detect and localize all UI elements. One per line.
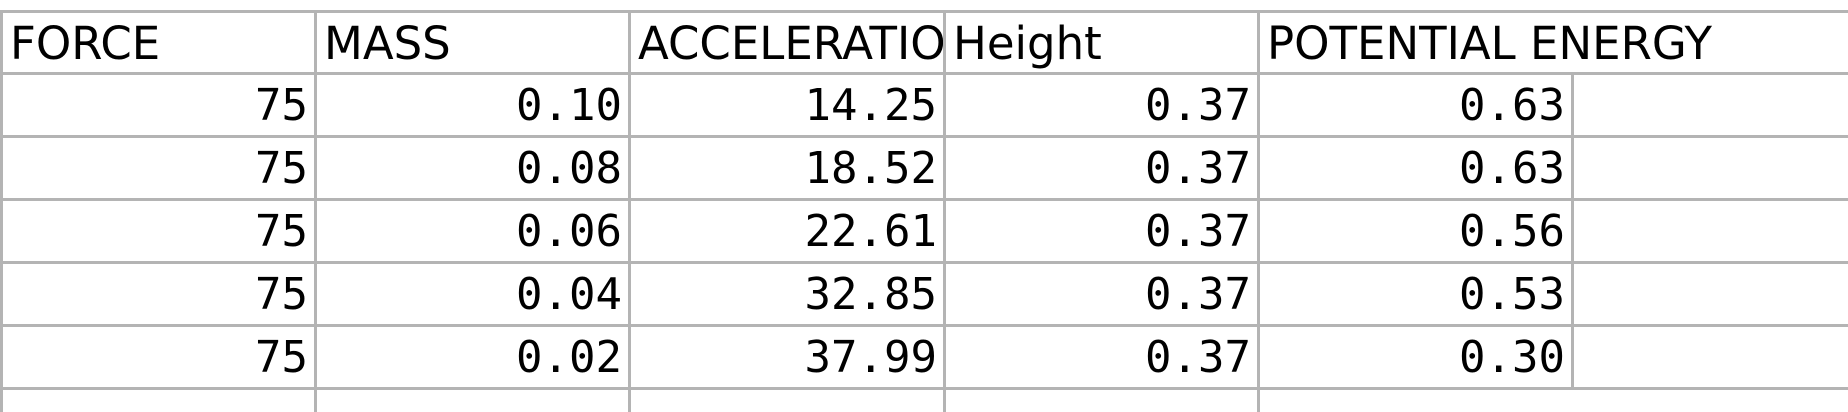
table-cell[interactable]: 0.08: [516, 143, 622, 194]
gridline: [0, 135, 1848, 138]
table-cell[interactable]: 0.56: [1459, 206, 1565, 257]
table-cell[interactable]: 0.02: [516, 332, 622, 383]
gridline: [314, 10, 317, 412]
gridline: [1571, 72, 1574, 390]
table-cell[interactable]: 0.37: [1145, 269, 1251, 320]
gridline: [628, 10, 631, 412]
table-cell[interactable]: 0.63: [1459, 80, 1565, 131]
gridline: [943, 10, 946, 412]
table-cell[interactable]: 0.53: [1459, 269, 1565, 320]
table-cell[interactable]: 18.52: [804, 143, 937, 194]
header-cell-acceleration[interactable]: ACCELERATION: [638, 17, 943, 70]
gridline: [1257, 10, 1260, 412]
gridline: [0, 10, 3, 412]
table-cell[interactable]: 0.30: [1459, 332, 1565, 383]
table-cell[interactable]: 0.63: [1459, 143, 1565, 194]
header-cell-mass[interactable]: MASS: [324, 17, 451, 70]
gridline: [0, 261, 1848, 264]
table-cell[interactable]: 75: [255, 80, 308, 131]
header-cell-force[interactable]: FORCE: [10, 17, 161, 70]
table-cell[interactable]: 0.37: [1145, 206, 1251, 257]
table-cell[interactable]: 0.37: [1145, 332, 1251, 383]
table-cell[interactable]: 0.04: [516, 269, 622, 320]
table-cell[interactable]: 14.25: [804, 80, 937, 131]
table-cell[interactable]: 0.10: [516, 80, 622, 131]
table-cell[interactable]: 75: [255, 332, 308, 383]
table-cell[interactable]: 0.06: [516, 206, 622, 257]
gridline: [0, 72, 1848, 75]
header-cell-potential-energy[interactable]: POTENTIAL ENERGY: [1267, 17, 1712, 70]
table-cell[interactable]: 32.85: [804, 269, 937, 320]
gridline: [0, 387, 1848, 390]
table-cell[interactable]: 75: [255, 143, 308, 194]
table-cell[interactable]: 75: [255, 206, 308, 257]
table-cell[interactable]: 22.61: [804, 206, 937, 257]
table-cell[interactable]: 75: [255, 269, 308, 320]
table-cell[interactable]: 37.99: [804, 332, 937, 383]
gridline: [0, 10, 1848, 13]
table-cell[interactable]: 0.37: [1145, 80, 1251, 131]
gridline: [0, 198, 1848, 201]
gridline: [0, 324, 1848, 327]
header-cell-height[interactable]: Height: [953, 17, 1102, 70]
table-cell[interactable]: 0.37: [1145, 143, 1251, 194]
